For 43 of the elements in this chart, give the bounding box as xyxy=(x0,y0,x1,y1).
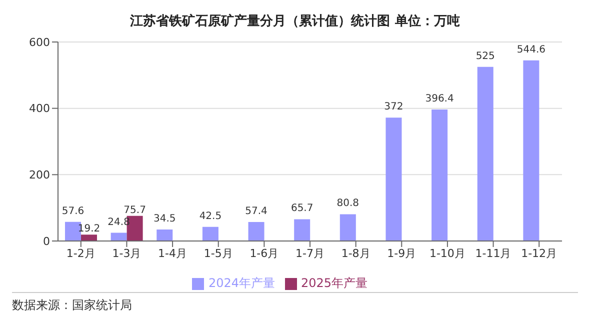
bar xyxy=(81,234,97,241)
bar xyxy=(248,222,264,241)
data-label: 42.5 xyxy=(199,210,222,222)
bar xyxy=(386,118,402,241)
x-tick-label: 1-4月 xyxy=(158,246,188,260)
y-tick-label: 600 xyxy=(29,36,50,49)
data-label: 544.6 xyxy=(516,44,546,56)
y-tick-label: 0 xyxy=(43,234,50,248)
bar xyxy=(523,60,540,241)
data-label: 525 xyxy=(476,50,495,62)
x-tick-label: 1-6月 xyxy=(250,246,279,260)
x-tick-label: 1-9月 xyxy=(387,246,416,260)
legend-label: 2024年产量 xyxy=(208,276,275,290)
data-label: 57.4 xyxy=(245,206,268,217)
data-label: 65.7 xyxy=(290,203,314,214)
data-label: 80.8 xyxy=(336,198,360,210)
bar xyxy=(65,222,81,241)
x-tick-label: 1-8月 xyxy=(341,246,370,260)
data-label: 19.2 xyxy=(78,224,100,235)
data-label: 34.5 xyxy=(154,214,176,225)
y-tick-label: 200 xyxy=(29,168,50,182)
data-label: 57.6 xyxy=(62,206,84,217)
data-label: 75.7 xyxy=(124,204,146,216)
bar xyxy=(477,66,494,241)
x-tick-label: 1-2月 xyxy=(66,246,96,260)
chart-title: 江苏省铁矿石原矿产量分月（累计值）统计图 单位：万吨 xyxy=(129,12,461,30)
bar xyxy=(202,226,218,241)
bar xyxy=(156,230,173,241)
x-tick-label: 1-3月 xyxy=(112,246,142,260)
bar xyxy=(294,219,310,241)
y-tick-label: 400 xyxy=(29,102,50,116)
x-tick-label: 1-5月 xyxy=(204,246,233,260)
source-note: 数据来源：国家统计局 xyxy=(12,298,132,312)
data-label: 372 xyxy=(384,102,404,113)
bar xyxy=(340,214,356,241)
bar xyxy=(110,232,127,241)
x-tick-label: 1-10月 xyxy=(429,246,466,260)
legend-label: 2025年产量 xyxy=(301,276,368,290)
data-label: 396.4 xyxy=(425,94,454,105)
x-tick-label: 1-12月 xyxy=(521,246,558,260)
bar xyxy=(432,110,448,241)
x-tick-label: 1-7月 xyxy=(296,246,324,260)
x-tick-label: 1-11月 xyxy=(475,246,512,260)
